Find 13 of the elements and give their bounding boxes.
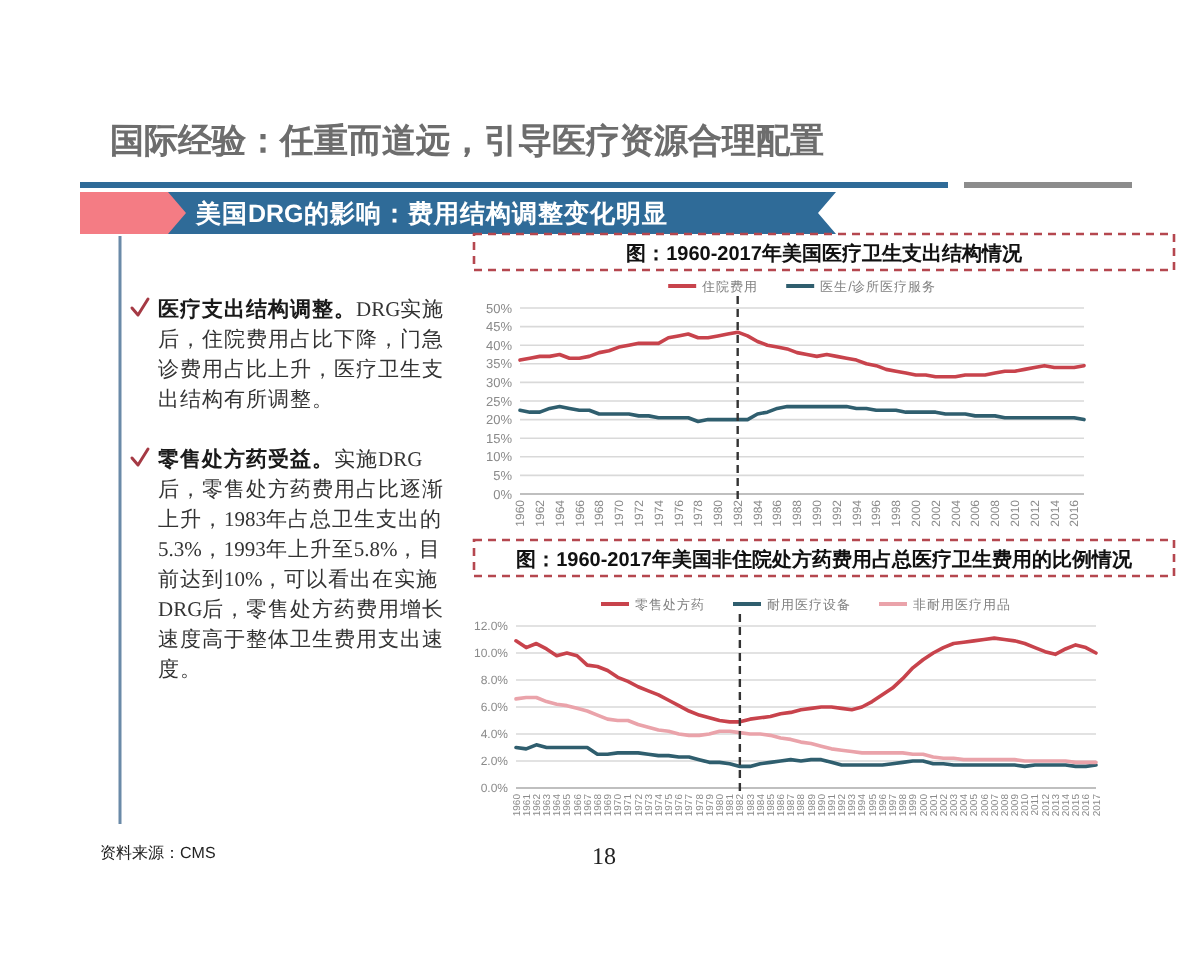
line-series (514, 636, 1098, 724)
line-series (514, 695, 1098, 765)
chart-title: 图：1960-2017年美国医疗卫生支出结构情况 (626, 242, 1024, 266)
text: 医疗支出结构调整。DRG实施后，住院费用占比下降，门急诊费用占比上升，医疗卫生支出结构有所调整。 (158, 296, 445, 412)
text: 资料来源：CMS (100, 844, 216, 862)
line-series (518, 330, 1086, 379)
text: 国际经验：任重而道远，引导医疗资源合理配置 (110, 122, 824, 160)
line-series (518, 404, 1086, 424)
chart-title: 图：1960-2017年美国非住院处方药费用占总医疗卫生费用的比例情况 (516, 548, 1134, 572)
line-series (514, 743, 1098, 769)
text: 18 (592, 842, 616, 870)
text: 美国DRG的影响：费用结构调整变化明显 (194, 198, 668, 228)
text: 零售处方药受益。实施DRG后，零售处方药费用占比逐渐上升，1983年占总卫生支出的5.3%，1993年上升至5.8%，目前达到10%，可以看出在实施DRG后，零售处方药费用增长速度高于整体卫生费用支出速度。 (158, 448, 445, 682)
